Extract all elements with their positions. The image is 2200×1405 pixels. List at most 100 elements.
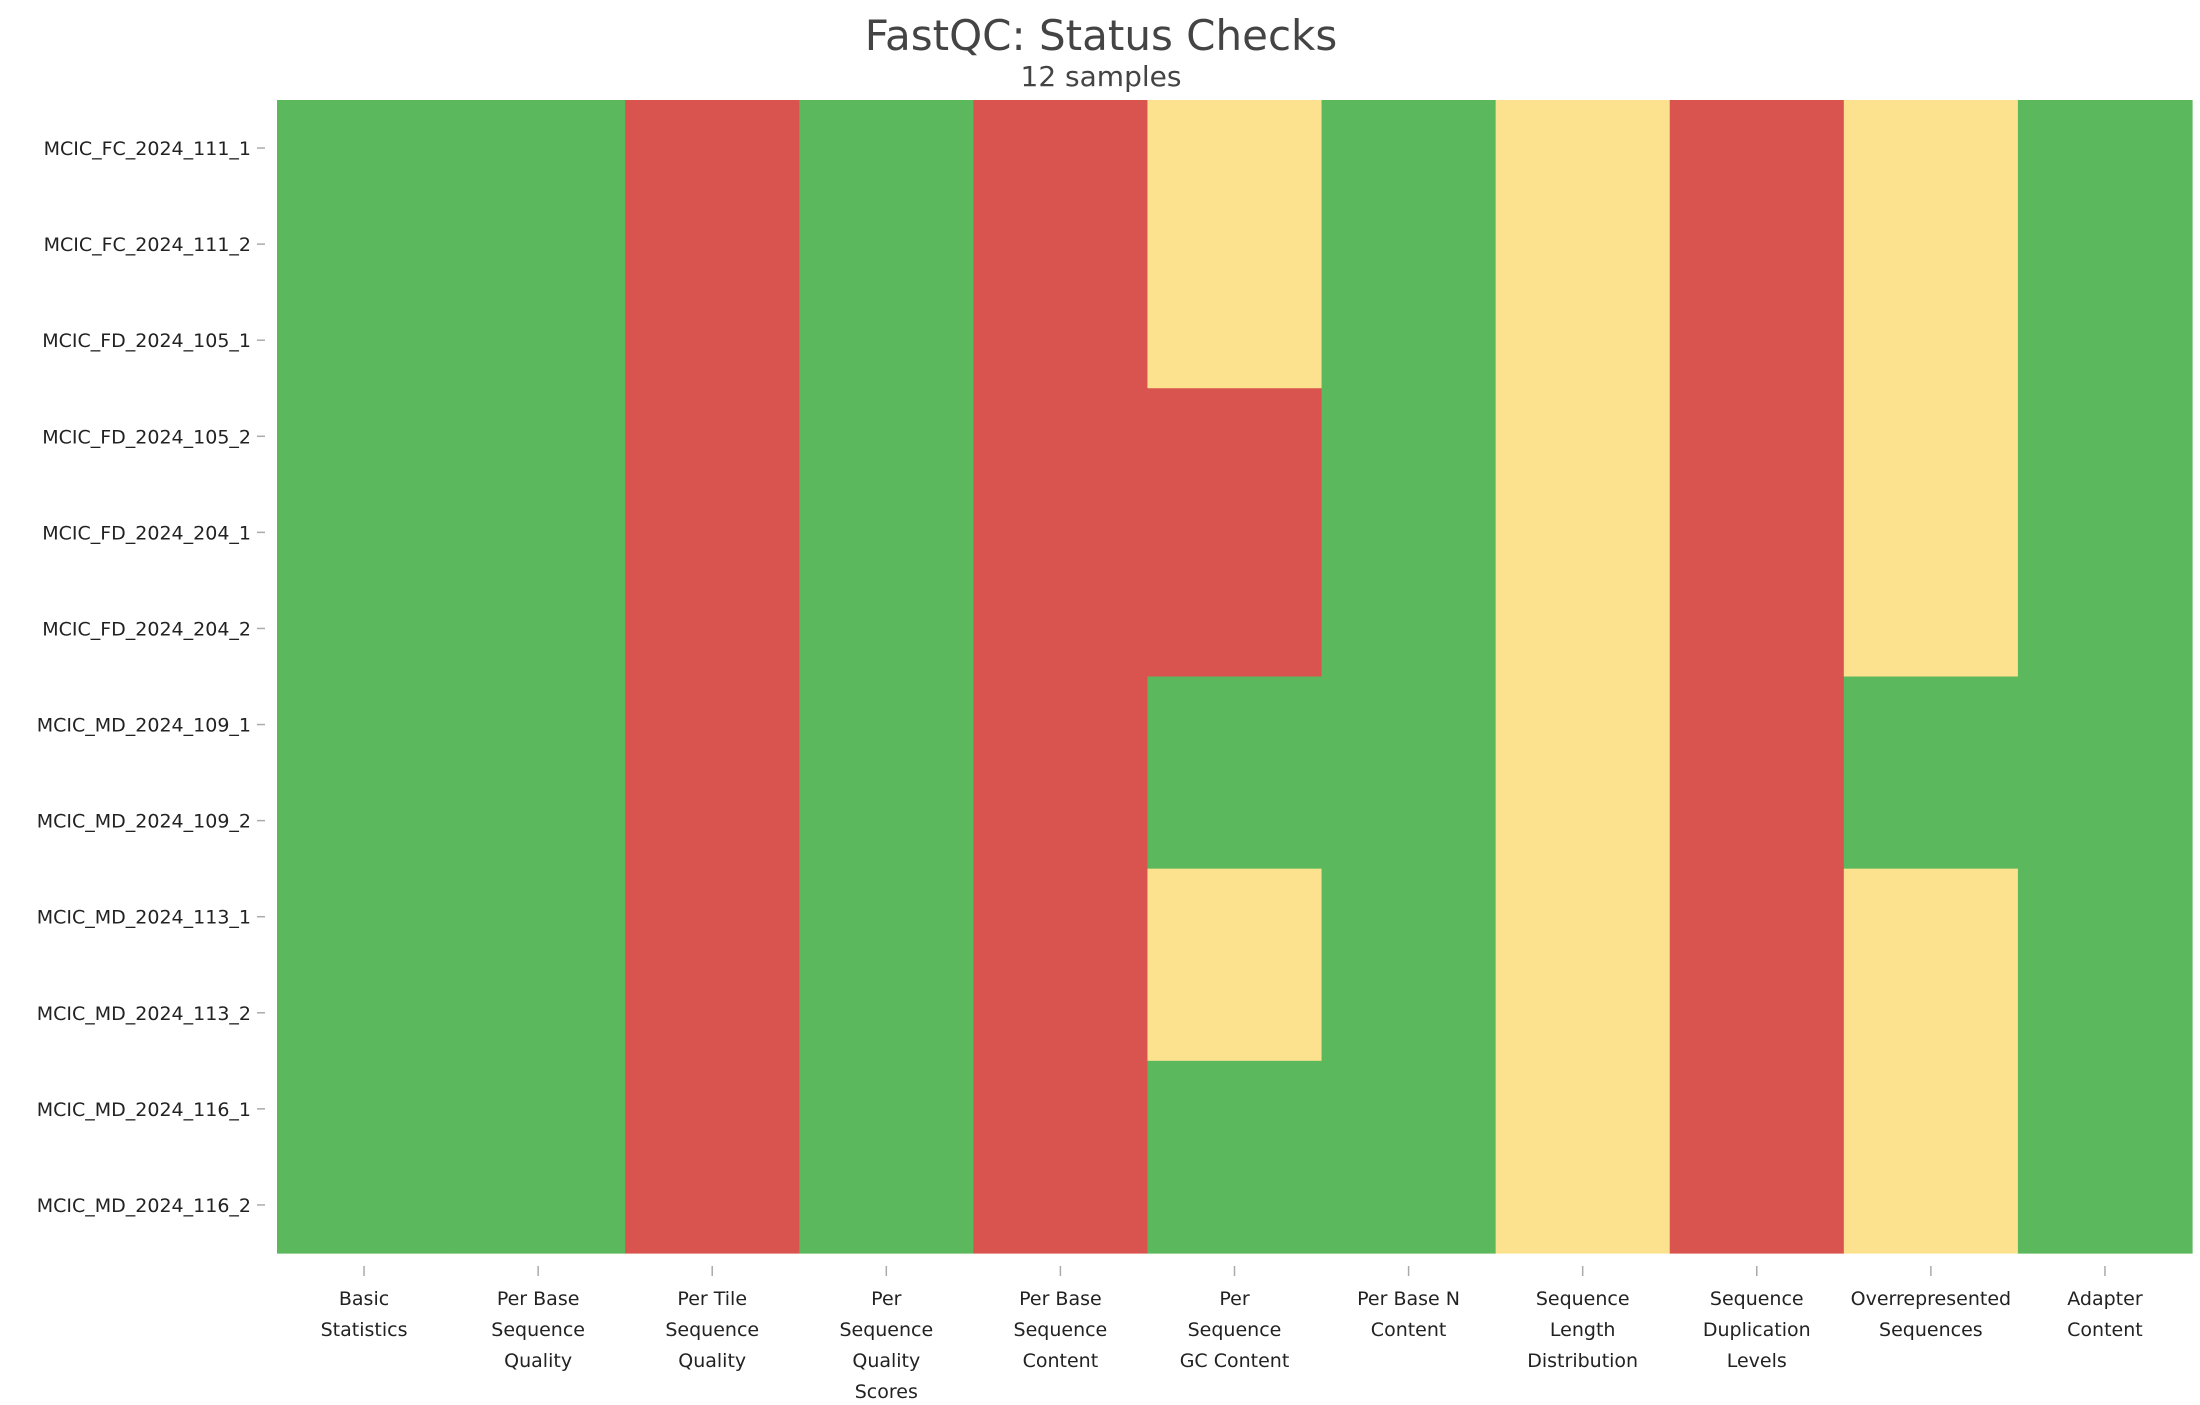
heatmap-cell: [2017, 196, 2193, 293]
heatmap-cell: [1147, 676, 1323, 774]
x-tick-label: Sequence Duplication Levels: [1703, 1288, 1811, 1372]
heatmap-cell: [451, 964, 626, 1062]
heatmap-cell: [1321, 772, 1497, 870]
heatmap-cell: [451, 292, 626, 389]
heatmap-cell: [1495, 676, 1671, 774]
y-tick-label: MCIC_FC_2024_111_1: [44, 138, 251, 160]
heatmap-cell: [2017, 868, 2193, 966]
heatmap-cell: [2017, 1060, 2193, 1158]
x-tick-label: Sequence Length Distribution: [1527, 1288, 1638, 1372]
heatmap-cell: [1669, 1156, 1845, 1254]
heatmap-cell: [799, 292, 974, 389]
heatmap-cell: [1147, 100, 1323, 197]
heatmap-cell: [973, 964, 1149, 1062]
x-tick-label: Basic Statistics: [321, 1288, 408, 1341]
heatmap-cell: [2017, 964, 2193, 1062]
heatmap-cell: [1495, 388, 1671, 485]
heatmap-cell: [625, 100, 800, 197]
heatmap-cell: [277, 100, 452, 197]
heatmap-cell: [2017, 1156, 2193, 1254]
heatmap-cell: [1669, 1060, 1845, 1158]
heatmap-cell: [1495, 772, 1671, 870]
x-tick-label: Overrepresented Sequences: [1851, 1288, 2011, 1341]
heatmap-cell: [973, 1060, 1149, 1158]
heatmap-cell: [799, 1060, 974, 1158]
heatmap-cell: [625, 580, 800, 678]
heatmap-cell: [1321, 1060, 1497, 1158]
heatmap-cell: [1147, 964, 1323, 1062]
heatmap-cell: [1843, 580, 2019, 678]
heatmap-cell: [1669, 772, 1845, 870]
heatmap-cell: [1495, 1156, 1671, 1254]
heatmap-cell: [277, 772, 452, 870]
heatmap-cell: [451, 1060, 626, 1158]
heatmap-cell: [1669, 676, 1845, 774]
heatmap-cell: [1495, 964, 1671, 1062]
heatmap-cell: [625, 964, 800, 1062]
heatmap-cell: [1321, 196, 1497, 293]
y-tick-label: MCIC_FD_2024_204_1: [42, 522, 251, 544]
heatmap-cell: [625, 868, 800, 966]
heatmap-cell: [799, 580, 974, 678]
heatmap-cell: [1321, 868, 1497, 966]
heatmap-cell: [2017, 580, 2193, 678]
heatmap-cell: [277, 580, 452, 678]
heatmap-cell: [2017, 292, 2193, 389]
heatmap-cell: [277, 484, 452, 582]
heatmap-cell: [625, 676, 800, 774]
y-tick-label: MCIC_FD_2024_204_2: [42, 618, 251, 640]
heatmap-cell: [799, 868, 974, 966]
heatmap-cell: [451, 676, 626, 774]
heatmap-cell: [1843, 868, 2019, 966]
heatmap-cell: [1843, 196, 2019, 293]
heatmap-cell: [973, 292, 1149, 389]
heatmap-cell: [2017, 388, 2193, 485]
x-tick-label: Per Base Sequence Content: [1014, 1288, 1108, 1372]
heatmap-cell: [2017, 484, 2193, 582]
y-tick-label: MCIC_MD_2024_116_1: [37, 1099, 251, 1121]
heatmap-cell: [1321, 676, 1497, 774]
heatmap-cell: [1669, 100, 1845, 197]
heatmap-cell: [625, 292, 800, 389]
chart-subtitle: 12 samples: [1021, 60, 1182, 93]
heatmap-cell: [1669, 292, 1845, 389]
heatmap-cell: [1495, 196, 1671, 293]
heatmap-cell: [973, 388, 1149, 485]
heatmap-cell: [1843, 100, 2019, 197]
heatmap-cell: [973, 1156, 1149, 1254]
heatmap-cell: [277, 1060, 452, 1158]
heatmap-cell: [799, 484, 974, 582]
heatmap-cell: [1669, 868, 1845, 966]
heatmap-cell: [1147, 196, 1323, 293]
heatmap-cell: [1321, 964, 1497, 1062]
heatmap-cell: [799, 196, 974, 293]
heatmap-cell: [1843, 772, 2019, 870]
heatmap-cell: [1147, 484, 1323, 582]
heatmap-cell: [625, 484, 800, 582]
heatmap-cell: [1147, 772, 1323, 870]
heatmap-cell: [973, 772, 1149, 870]
y-tick-label: MCIC_MD_2024_109_2: [37, 811, 251, 833]
heatmap-cell: [277, 964, 452, 1062]
heatmap-cell: [1321, 484, 1497, 582]
heatmap-cell: [1495, 1060, 1671, 1158]
heatmap-cell: [1669, 580, 1845, 678]
heatmap-cell: [451, 1156, 626, 1254]
heatmap-cell: [1669, 388, 1845, 485]
heatmap-cell: [2017, 100, 2193, 197]
heatmap-cell: [1321, 1156, 1497, 1254]
x-tick-label: Per Base Sequence Quality: [491, 1288, 585, 1372]
heatmap-cell: [973, 868, 1149, 966]
x-axis-check-labels: Basic Statistics Per Base Sequence Quality Pe…: [321, 1266, 2143, 1403]
heatmap-cell: [1321, 580, 1497, 678]
heatmap-cell: [2017, 676, 2193, 774]
heatmap-cell: [799, 676, 974, 774]
heatmap-cell: [451, 580, 626, 678]
x-tick-label: Per Tile Sequence Quality: [665, 1288, 759, 1372]
heatmap-cell: [451, 484, 626, 582]
heatmap-cell: [625, 1156, 800, 1254]
heatmap-cell: [1147, 292, 1323, 389]
heatmap-cell: [451, 868, 626, 966]
heatmap-cell: [2017, 772, 2193, 870]
